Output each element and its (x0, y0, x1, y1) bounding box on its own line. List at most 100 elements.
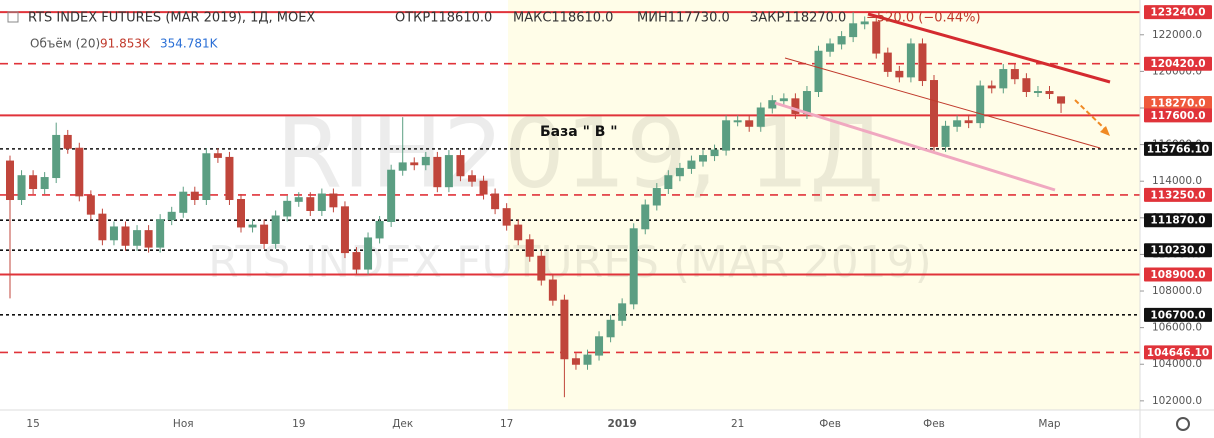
candle-body (849, 23, 858, 38)
level-box (1144, 187, 1212, 202)
x-tick-label: Фев (923, 418, 945, 430)
y-tick-label: 114000.0 (1152, 175, 1202, 187)
candle-body (837, 36, 846, 45)
symbol: RTS INDEX FUTURES (MAR 2019), 1Д, MOEX (28, 11, 315, 26)
candle-body (733, 120, 742, 123)
candle-body (86, 195, 95, 215)
candle-body (895, 70, 904, 78)
candle-body (675, 167, 684, 177)
candle-body (1057, 96, 1066, 104)
candle-body (548, 279, 557, 301)
candle-body (606, 319, 615, 338)
candle-body (826, 43, 835, 52)
candle-body (260, 224, 269, 244)
candle-body (156, 219, 165, 248)
level-label: 118270.0 (1150, 98, 1205, 110)
level-box (1144, 307, 1212, 322)
candle-body (595, 336, 604, 356)
candle-body (133, 230, 142, 246)
candle-body (340, 206, 349, 254)
y-tick-label: 108000.0 (1152, 285, 1202, 297)
candle-body (883, 52, 892, 72)
candle-body (953, 120, 962, 127)
x-tick-label: 19 (292, 418, 305, 430)
watermark-name: RTS INDEX FUTURES (MAR 2019) (208, 237, 932, 288)
candle-body (745, 120, 754, 127)
ohlc-high: МАКС118610.0 (513, 11, 613, 26)
collapse-icon[interactable] (7, 11, 19, 23)
candle-body (814, 50, 823, 93)
level-label: 111870.0 (1150, 215, 1205, 227)
volume-value: 91.853K (100, 37, 151, 51)
candle-body (860, 21, 869, 25)
level-label: 123240.0 (1150, 7, 1205, 19)
candle-body (52, 134, 61, 179)
x-tick-label: 2019 (608, 418, 637, 430)
candle-body (629, 228, 638, 305)
level-box (1144, 243, 1212, 258)
candle-body (687, 160, 696, 169)
trend-line (867, 12, 1111, 84)
candle-body (941, 125, 950, 147)
annotation: База " В " (540, 124, 618, 140)
candle-body (167, 211, 176, 221)
candle-body (791, 98, 800, 114)
candle-body (433, 156, 442, 188)
candle-body (652, 188, 661, 206)
candle-body (398, 162, 407, 171)
watermark-symbol: RIH2019, 1Д (276, 97, 885, 209)
candle-body (248, 224, 257, 228)
trend-line (784, 57, 1101, 149)
candle-body (1045, 91, 1054, 95)
candle-body (618, 303, 627, 321)
candle-body (502, 208, 511, 226)
candle-body (202, 153, 211, 201)
candle-body (317, 193, 326, 211)
candle-body (479, 180, 488, 195)
candle-body (179, 191, 188, 213)
level-label: 108900.0 (1150, 269, 1205, 281)
candle-body (756, 107, 765, 127)
candle-body (491, 193, 500, 210)
level-label: 106700.0 (1150, 309, 1205, 321)
candle-body (17, 175, 26, 201)
level-label: 113250.0 (1150, 189, 1205, 201)
candle-body (964, 120, 973, 124)
candle-body (537, 255, 546, 281)
y-tick-label: 106000.0 (1152, 322, 1202, 334)
candle-body (40, 177, 49, 190)
candle-body (468, 175, 476, 182)
candle-body (664, 175, 673, 190)
candle-body (387, 169, 396, 222)
candle-body (364, 237, 373, 270)
x-tick-label: Дек (392, 418, 413, 430)
ohlc-change: −520.0 (−0.44%) (866, 11, 981, 26)
volume-label: Объём (20) (30, 37, 100, 51)
y-tick-label: 102000.0 (1152, 395, 1202, 407)
candle-body (872, 21, 881, 54)
candle-body (710, 149, 719, 157)
candle-body (802, 91, 811, 114)
candle-body (283, 200, 292, 217)
candle-body (583, 354, 592, 365)
arrow (1074, 99, 1107, 131)
candle-body (444, 155, 453, 188)
candle-body (1033, 91, 1042, 94)
level-label: 117600.0 (1150, 110, 1205, 122)
level-box (1144, 108, 1212, 123)
candle-body (6, 160, 14, 201)
candle-body (375, 220, 384, 239)
candle-body (514, 224, 523, 241)
candle-body (109, 226, 118, 241)
level-box (1144, 141, 1212, 156)
candle-body (213, 153, 222, 158)
candle-body (930, 80, 938, 147)
x-tick-label: 21 (731, 418, 744, 430)
volume-ma: 354.781K (160, 37, 219, 51)
settings-icon[interactable] (1176, 417, 1190, 431)
candle-body (722, 120, 731, 151)
candle-body (987, 85, 996, 89)
arrow-head (1100, 126, 1110, 136)
candle-body (918, 43, 927, 82)
candle-body (29, 175, 38, 190)
